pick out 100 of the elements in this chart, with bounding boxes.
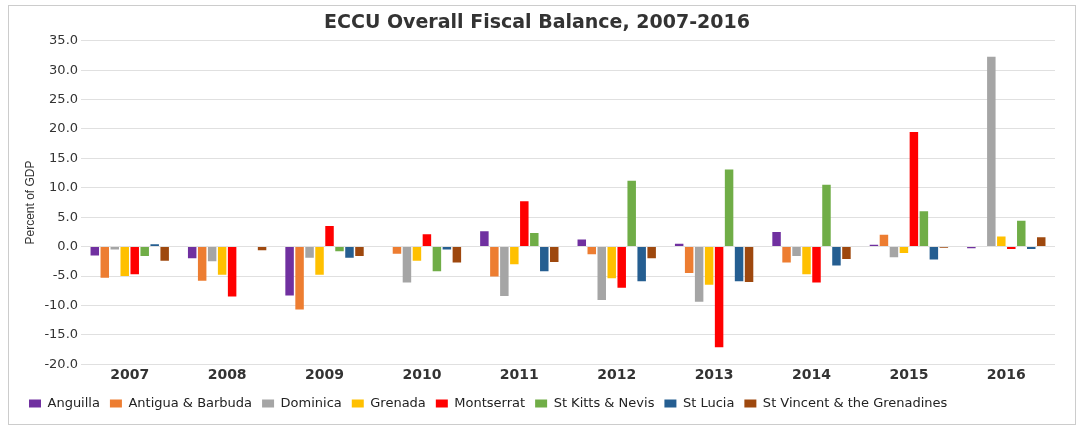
bar <box>899 247 909 254</box>
x-tick-label: 2007 <box>110 366 150 383</box>
bar <box>160 247 169 261</box>
x-tick-label: 2015 <box>889 366 929 383</box>
bar <box>257 247 267 251</box>
bar <box>480 231 489 247</box>
y-tick-label: 30.0 <box>49 61 79 77</box>
bar <box>744 247 754 282</box>
bar <box>587 247 596 255</box>
bar <box>500 247 509 296</box>
bar <box>100 247 110 278</box>
bar <box>315 247 324 275</box>
bar <box>530 233 539 247</box>
bar <box>550 247 559 262</box>
bar <box>889 247 899 258</box>
y-tick-label: -5.0 <box>52 267 79 283</box>
bar <box>130 247 139 275</box>
bar <box>694 247 704 302</box>
bar <box>997 236 1006 247</box>
legend-label: St Lucia <box>682 394 735 410</box>
x-tick-label: 2008 <box>207 366 247 383</box>
bar <box>520 201 529 247</box>
bar <box>919 211 929 247</box>
bar <box>684 247 694 274</box>
bar <box>120 247 129 276</box>
bar <box>325 226 334 247</box>
y-axis-title: Percent of GDP <box>22 160 37 245</box>
y-tick-label: 10.0 <box>49 179 79 195</box>
bar <box>452 247 462 263</box>
legend-label: Anguilla <box>47 394 100 410</box>
bar <box>187 247 197 259</box>
bar <box>402 247 412 283</box>
bar <box>422 234 432 247</box>
bar <box>617 247 626 288</box>
bar <box>647 247 656 259</box>
bar <box>734 247 744 282</box>
x-tick-label: 2011 <box>499 366 539 383</box>
bar <box>335 247 344 252</box>
bar <box>207 247 217 262</box>
bar <box>510 247 519 265</box>
bar <box>724 169 734 247</box>
bar <box>412 247 422 261</box>
bar <box>909 131 919 247</box>
bar <box>802 247 811 275</box>
bar <box>782 247 791 263</box>
y-tick-label: 35.0 <box>49 32 79 48</box>
legend-label: St Kitts & Nevis <box>553 394 655 410</box>
y-tick-label: -15.0 <box>44 326 79 342</box>
bar <box>929 247 939 260</box>
bar <box>637 247 646 282</box>
legend-label: St Vincent & the Grenadines <box>762 394 948 410</box>
bar <box>295 247 304 310</box>
x-tick-label: 2009 <box>305 366 345 383</box>
bar <box>607 247 616 279</box>
y-tick-label: 0.0 <box>57 237 79 253</box>
bar <box>987 56 996 247</box>
bar <box>442 247 452 250</box>
y-tick-label: 20.0 <box>49 120 79 136</box>
bar <box>110 247 119 250</box>
legend-label: Grenada <box>370 394 426 410</box>
bar <box>627 180 636 247</box>
y-tick-label: 5.0 <box>57 208 79 224</box>
x-tick-label: 2016 <box>986 366 1026 383</box>
bar <box>714 247 724 348</box>
bar <box>432 247 442 272</box>
x-tick-label: 2010 <box>402 366 442 383</box>
bar <box>822 184 831 247</box>
y-tick-label: -20.0 <box>44 355 79 371</box>
bar <box>285 247 294 296</box>
bar <box>842 247 851 259</box>
x-tick-label: 2014 <box>792 366 832 383</box>
bar <box>540 247 549 272</box>
bar <box>345 247 354 258</box>
bar <box>812 247 821 283</box>
bar <box>355 247 364 257</box>
y-tick-label: 25.0 <box>49 90 79 106</box>
bar <box>227 247 237 297</box>
bar <box>1037 237 1046 247</box>
bar <box>1017 220 1026 247</box>
bar <box>704 247 714 285</box>
bar <box>597 247 606 301</box>
bar <box>792 247 801 257</box>
bar <box>90 247 100 256</box>
y-tick-label: 15.0 <box>49 149 79 165</box>
bar <box>832 247 841 266</box>
bar <box>140 247 149 257</box>
y-tick-label: -10.0 <box>44 296 79 312</box>
bar <box>217 247 227 275</box>
bar <box>490 247 499 277</box>
bar <box>392 247 402 254</box>
legend-label: Antigua & Barbuda <box>128 394 253 410</box>
chart-title: ECCU Overall Fiscal Balance, 2007-2016 <box>324 10 750 33</box>
bar <box>197 247 207 281</box>
bar <box>772 231 781 247</box>
bar <box>305 247 314 258</box>
legend-label: Dominica <box>280 394 342 410</box>
bar <box>879 234 889 247</box>
x-tick-label: 2012 <box>597 366 637 383</box>
legend-label: Montserrat <box>454 394 526 410</box>
x-tick-label: 2013 <box>694 366 734 383</box>
